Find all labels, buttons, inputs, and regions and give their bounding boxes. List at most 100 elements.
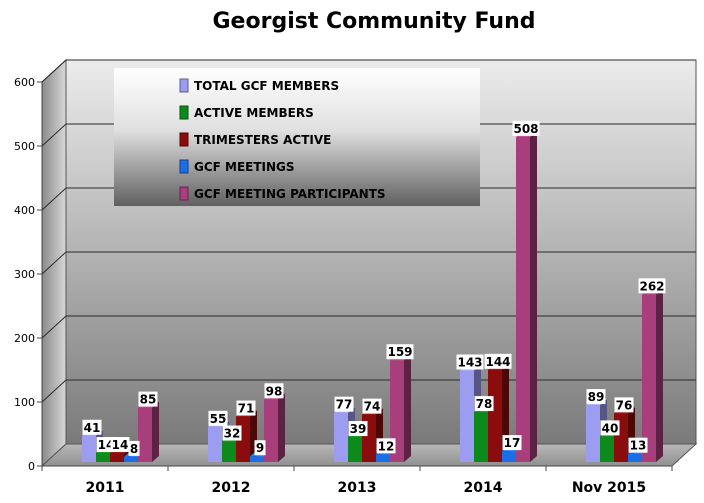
y-tick-label: 600 <box>14 76 35 89</box>
bar-front <box>110 453 124 462</box>
legend-label: TRIMESTERS ACTIVE <box>194 133 331 147</box>
data-label-text: 143 <box>457 355 482 369</box>
data-label-text: 71 <box>238 402 255 416</box>
data-label-bg <box>512 120 540 136</box>
legend-item: TOTAL GCF MEMBERS <box>179 78 339 93</box>
data-label-text: 144 <box>485 355 510 369</box>
data-label-text: 32 <box>224 427 241 441</box>
data-label-bg <box>386 344 414 360</box>
data-label-bg <box>128 440 140 456</box>
bar-front <box>376 454 390 462</box>
data-label-bg <box>614 397 634 413</box>
data-label-bg <box>484 353 512 369</box>
data-label-text: 262 <box>639 279 664 293</box>
bar-front <box>600 436 614 462</box>
data-label-text: 98 <box>266 384 283 398</box>
bar-front <box>502 451 516 462</box>
data-label-text: 89 <box>588 390 605 404</box>
gridlines <box>41 59 696 403</box>
y-tick-label: 200 <box>14 332 35 345</box>
bar-side <box>530 130 537 462</box>
data-label-bg <box>502 435 522 451</box>
bar-front <box>488 369 502 462</box>
y-tick-label: 300 <box>14 268 35 281</box>
data-label: 32 <box>222 425 242 441</box>
bar <box>642 288 663 462</box>
data-label-text: 85 <box>140 393 157 407</box>
bar-front <box>82 435 96 462</box>
data-label-bg <box>474 396 494 412</box>
y-tick-label: 100 <box>14 396 35 409</box>
data-label: 159 <box>386 344 414 360</box>
data-label: 77 <box>334 396 354 412</box>
bar <box>264 393 285 462</box>
data-label-bg <box>348 421 368 437</box>
data-label: 144 <box>484 353 512 369</box>
legend-label: TOTAL GCF MEMBERS <box>194 79 339 93</box>
data-label-text: 12 <box>378 439 395 453</box>
legend-swatch <box>179 78 189 93</box>
x-tick-label: 2014 <box>464 480 503 496</box>
data-label-bg <box>586 389 606 405</box>
data-label: 74 <box>362 398 382 414</box>
data-label-text: 78 <box>476 397 493 411</box>
bar-front <box>96 453 110 462</box>
bar-front <box>124 456 138 462</box>
bar-front <box>390 360 404 462</box>
data-label-text: 13 <box>630 439 647 453</box>
data-label: 8 <box>128 440 140 456</box>
data-label-text: 74 <box>364 400 381 414</box>
legend-swatch <box>179 132 189 147</box>
legend-item: TRIMESTERS ACTIVE <box>179 132 331 147</box>
gridline <box>41 315 696 339</box>
data-label-text: 159 <box>387 345 412 359</box>
bar-front <box>474 412 488 462</box>
legend-label: GCF MEETING PARTICIPANTS <box>194 187 386 201</box>
y-tick-label: 0 <box>28 460 35 473</box>
data-label: 89 <box>586 389 606 405</box>
bar-front <box>460 370 474 462</box>
y-axis: 0 100 200 300 400 500 600 <box>14 76 43 473</box>
bar-front <box>250 456 264 462</box>
legend: TOTAL GCF MEMBERS ACTIVE MEMBERS TRIMESTER… <box>114 68 480 206</box>
data-label-bg <box>110 437 130 453</box>
data-label: 508 <box>512 120 540 136</box>
legend-label: ACTIVE MEMBERS <box>194 106 314 120</box>
data-label-text: 55 <box>210 412 227 426</box>
bar-front <box>516 136 530 462</box>
bar-front <box>628 453 642 462</box>
data-label-text: 508 <box>513 122 538 136</box>
y-tick-label: 400 <box>14 204 35 217</box>
data-label-bg <box>600 420 620 436</box>
data-label: 143 <box>456 354 484 370</box>
bar <box>138 401 159 462</box>
data-label-bg <box>236 400 256 416</box>
data-label: 14 <box>110 437 130 453</box>
data-label-bg <box>208 410 228 426</box>
data-label: 12 <box>376 438 396 454</box>
data-label-bg <box>628 437 648 453</box>
data-label-text: 9 <box>256 441 264 455</box>
bar-front <box>348 437 362 462</box>
bar-side <box>404 354 411 462</box>
legend-label: GCF MEETINGS <box>194 160 295 174</box>
data-label: 98 <box>264 383 284 399</box>
data-label: 9 <box>254 440 266 456</box>
data-label-bg <box>376 438 396 454</box>
data-label: 39 <box>348 421 368 437</box>
legend-item: ACTIVE MEMBERS <box>179 105 314 120</box>
data-label-bg <box>138 391 158 407</box>
gridline <box>41 59 696 83</box>
gridline <box>41 187 696 211</box>
data-label-text: 76 <box>616 398 633 412</box>
x-axis: 2011 2012 2013 2014 Nov 2015 <box>41 465 673 496</box>
bar-front <box>264 399 278 462</box>
data-label-bg <box>222 425 242 441</box>
bar-front <box>642 294 656 462</box>
data-label-text: 39 <box>350 422 367 436</box>
data-label-bg <box>334 396 354 412</box>
data-label: 40 <box>600 420 620 436</box>
gridline <box>41 123 696 147</box>
